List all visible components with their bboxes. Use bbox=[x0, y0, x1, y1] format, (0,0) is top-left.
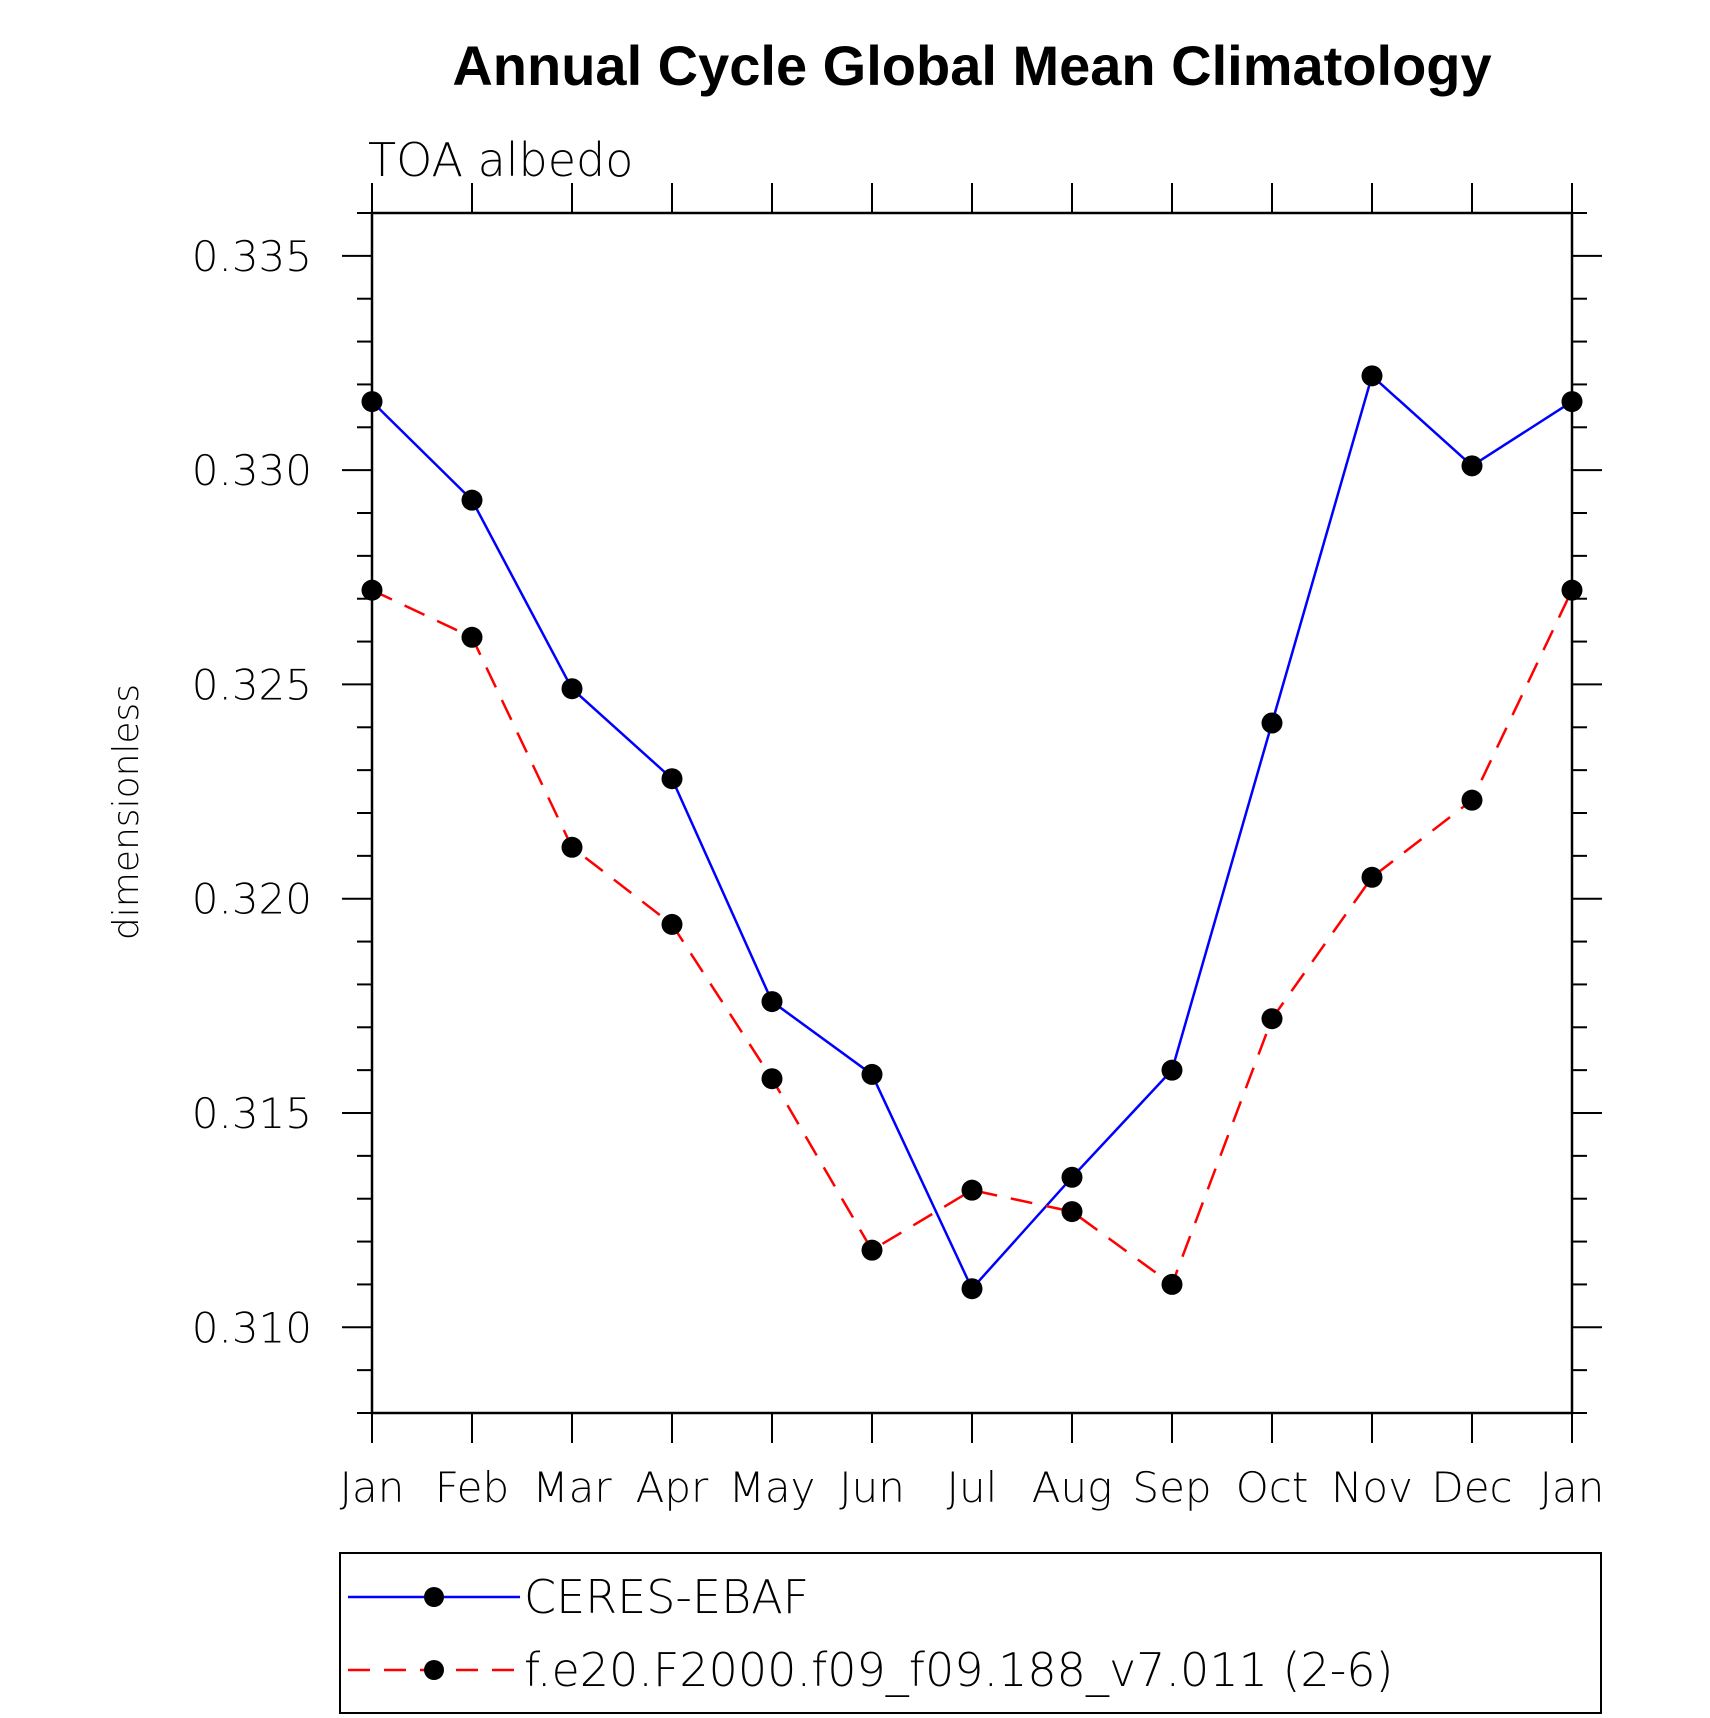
data-point bbox=[961, 1179, 983, 1201]
data-point bbox=[761, 1068, 783, 1090]
data-point bbox=[961, 1278, 983, 1300]
data-point bbox=[661, 768, 683, 790]
y-tick-label: 0.315 bbox=[192, 1089, 312, 1138]
data-point bbox=[661, 913, 683, 935]
x-tick-label: Jul bbox=[947, 1463, 998, 1512]
x-tick-label: Apr bbox=[636, 1463, 709, 1512]
data-point bbox=[361, 391, 383, 413]
data-point bbox=[1361, 365, 1383, 387]
x-tick-label: Oct bbox=[1236, 1463, 1309, 1512]
legend-label-model: f.e20.F2000.f09_f09.188_v7.011 (2-6) bbox=[524, 1643, 1394, 1697]
x-tick-label: Dec bbox=[1431, 1463, 1512, 1512]
data-point bbox=[1261, 712, 1283, 734]
x-tick-label: Sep bbox=[1132, 1463, 1211, 1512]
x-tick-label: Jun bbox=[839, 1463, 905, 1512]
data-point bbox=[361, 579, 383, 601]
x-tick-label: Aug bbox=[1032, 1463, 1113, 1512]
y-tick-label: 0.335 bbox=[192, 232, 312, 281]
x-tick-label: Jan bbox=[340, 1463, 405, 1512]
x-tick-label: Mar bbox=[532, 1463, 612, 1512]
data-point bbox=[1161, 1059, 1183, 1081]
data-point bbox=[861, 1239, 883, 1261]
x-tick-labels: Jan Feb Mar Apr May Jun Jul Aug Sep Oct Nov Dec Jan bbox=[340, 1463, 1605, 1512]
x-tick-label: Nov bbox=[1331, 1463, 1413, 1512]
data-point bbox=[1061, 1166, 1083, 1188]
x-tick-label: May bbox=[729, 1463, 816, 1512]
data-point bbox=[1261, 1008, 1283, 1030]
data-point bbox=[1361, 866, 1383, 888]
y-tick-label: 0.320 bbox=[192, 875, 312, 924]
data-point bbox=[1461, 455, 1483, 477]
y-tick-label: 0.325 bbox=[192, 660, 312, 709]
data-point bbox=[861, 1063, 883, 1085]
chart-subtitle: TOA albedo bbox=[368, 133, 633, 187]
x-tick-label: Jan bbox=[1540, 1463, 1605, 1512]
data-point bbox=[761, 991, 783, 1013]
data-point bbox=[1561, 579, 1583, 601]
series-line-0 bbox=[371, 373, 1573, 1291]
series-layer bbox=[361, 365, 1583, 1300]
y-tick-label: 0.310 bbox=[192, 1303, 312, 1352]
data-point bbox=[1461, 789, 1483, 811]
legend-box bbox=[339, 1552, 1602, 1714]
data-point bbox=[561, 678, 583, 700]
y-tick-label: 0.330 bbox=[192, 446, 312, 495]
chart-title: Annual Cycle Global Mean Climatology bbox=[452, 34, 1491, 97]
x-tick-label: Feb bbox=[435, 1463, 509, 1512]
legend-marker-model bbox=[424, 1660, 444, 1680]
legend-label-ceres: CERES-EBAF bbox=[524, 1570, 809, 1624]
data-point bbox=[1161, 1273, 1183, 1295]
legend: CERES-EBAF f.e20.F2000.f09_f09.188_v7.01… bbox=[339, 1552, 1602, 1714]
data-point bbox=[461, 489, 483, 511]
legend-marker-ceres bbox=[424, 1587, 444, 1607]
data-point bbox=[1561, 391, 1583, 413]
axis-ticks bbox=[342, 183, 1602, 1443]
y-tick-labels: 0.310 0.315 0.320 0.325 0.330 0.335 bbox=[192, 232, 312, 1352]
data-point bbox=[561, 836, 583, 858]
data-point bbox=[1061, 1201, 1083, 1223]
y-axis-label: dimensionless bbox=[106, 684, 147, 940]
data-point bbox=[461, 626, 483, 648]
